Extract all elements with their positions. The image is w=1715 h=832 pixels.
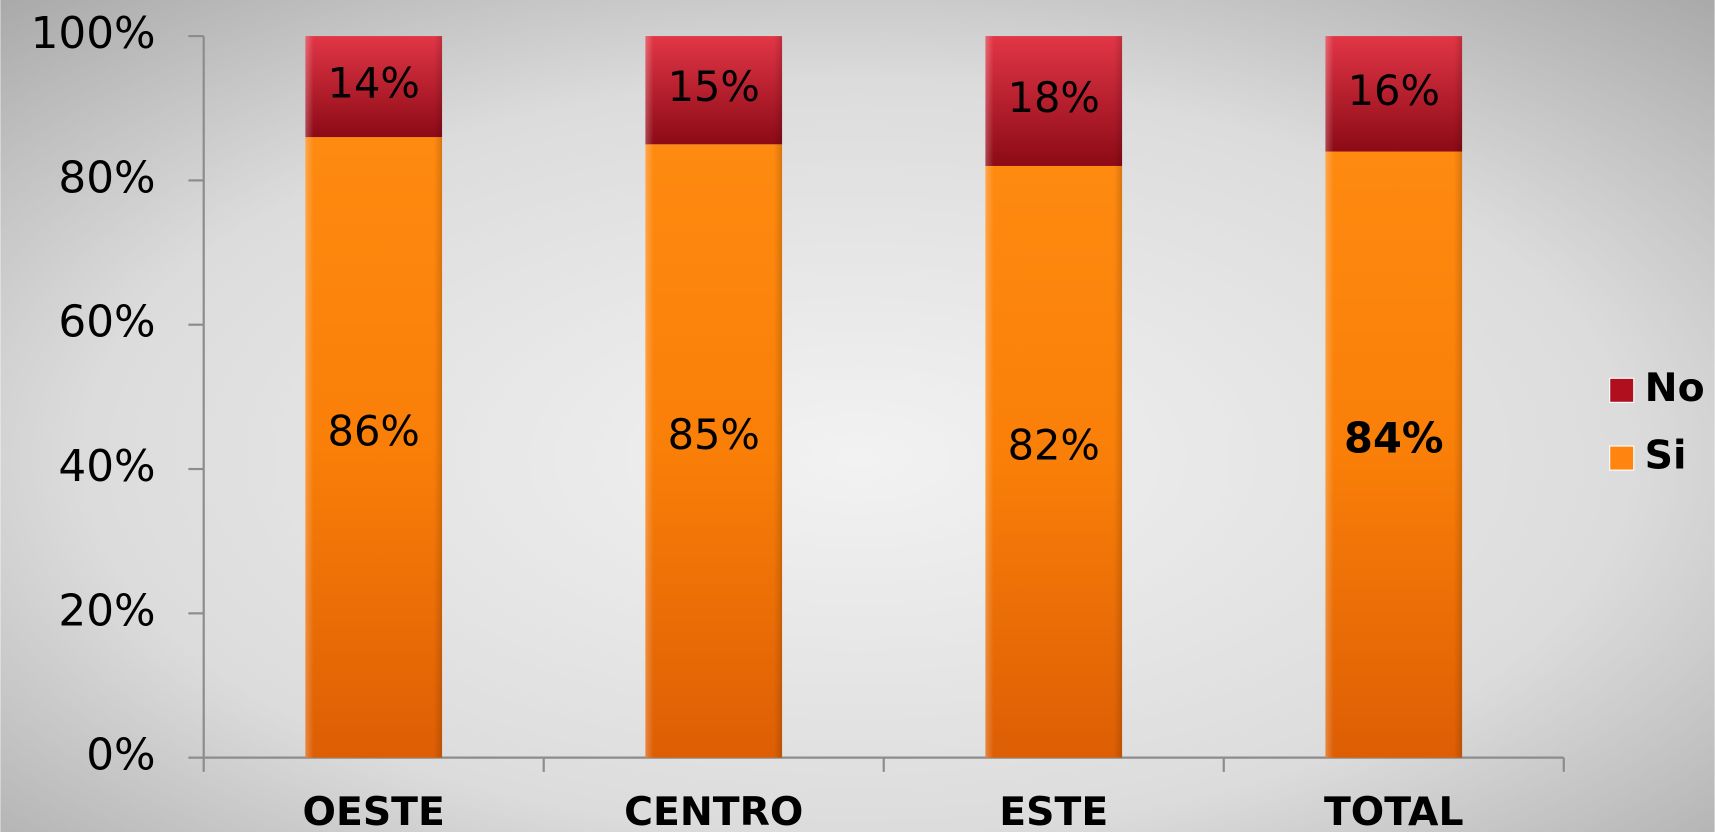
y-tick-label: 0% [86, 730, 155, 781]
x-tick-label: OESTE [303, 789, 445, 832]
data-label: 86% [328, 406, 420, 455]
y-tick-label: 40% [58, 441, 155, 492]
x-tick-label: TOTAL [1324, 789, 1464, 832]
y-tick-label: 100% [31, 8, 156, 59]
legend-label: No [1645, 365, 1705, 411]
y-tick-label: 80% [58, 152, 155, 203]
y-tick-label: 20% [58, 585, 155, 636]
x-tick-label: CENTRO [624, 789, 803, 832]
data-label: 14% [328, 59, 420, 108]
data-label: 15% [668, 62, 760, 111]
data-label: 84% [1344, 413, 1443, 462]
data-label: 82% [1008, 421, 1100, 470]
data-label: 16% [1348, 66, 1440, 115]
data-label: 85% [668, 410, 760, 459]
bar-shade [985, 165, 1123, 758]
bar-shade [1325, 36, 1463, 152]
y-tick-label: 60% [58, 297, 155, 348]
x-tick-label: ESTE [999, 789, 1108, 832]
data-label: 18% [1008, 73, 1100, 122]
bar-shade [645, 36, 783, 145]
bar-shade [305, 36, 443, 138]
bar-shade [305, 137, 443, 758]
bar-shade [645, 144, 783, 758]
bar-shade [1325, 151, 1463, 758]
bar-shade [985, 36, 1123, 166]
legend-swatch [1609, 445, 1635, 471]
legend-swatch [1609, 377, 1635, 403]
legend-label: Si [1645, 433, 1687, 479]
